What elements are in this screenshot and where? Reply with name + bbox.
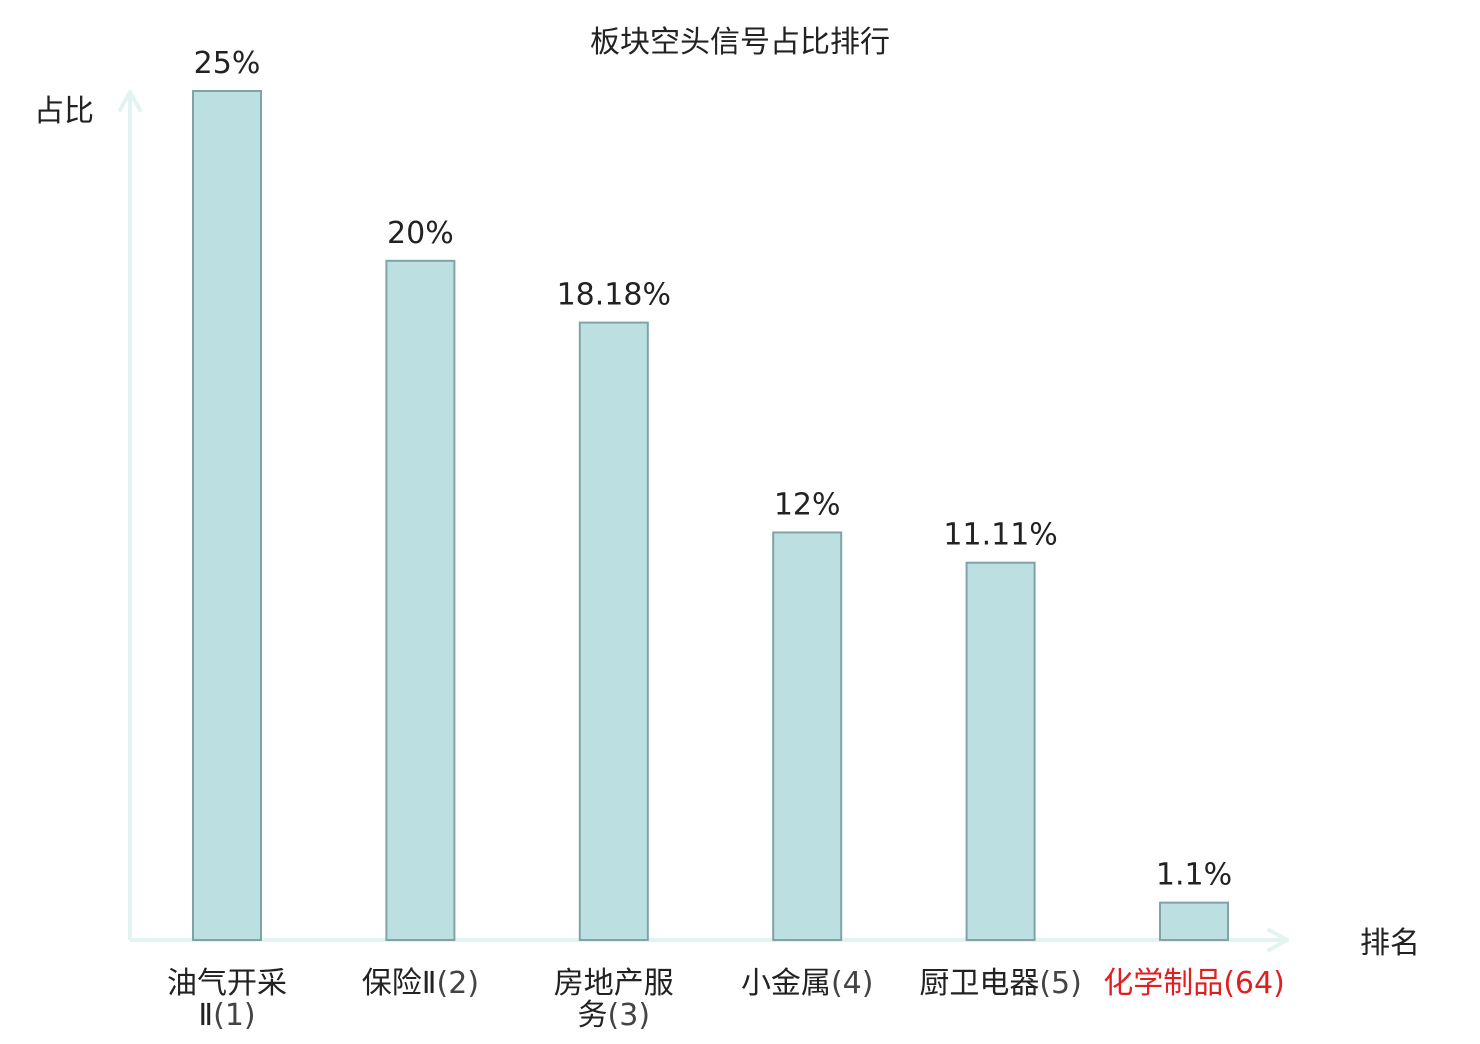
bar-6: [1159, 901, 1229, 941]
category-label-5: 厨卫电器(5): [919, 966, 1082, 1001]
y-axis-arrow: [118, 90, 142, 112]
category-label-4: 小金属(4): [741, 966, 874, 1001]
value-label-4: 12%: [774, 487, 841, 522]
category-labels-group: 油气开采 Ⅱ(1) 保险Ⅱ(2) 房地产服务(3) 小金属(4) 厨卫电器(5) 化学制品(…: [167, 966, 1285, 1033]
bar-2: [385, 259, 456, 941]
value-label-2: 20%: [387, 216, 454, 251]
x-axis-arrow: [1267, 928, 1289, 952]
value-label-1: 25%: [194, 46, 261, 81]
value-label-5: 11.11%: [943, 518, 1057, 553]
category-label-6: 化学制品(64): [1103, 966, 1285, 1001]
value-labels-group: 25% 20% 18.18% 12% 11.11% 1.1%: [194, 46, 1232, 893]
bar-4: [772, 531, 843, 941]
value-label-3: 18.18%: [557, 278, 671, 313]
axes: [118, 90, 1289, 952]
value-label-6: 1.1%: [1156, 858, 1232, 893]
category-label-2: 保险Ⅱ(2): [362, 966, 479, 1001]
category-label-1: 油气开采 Ⅱ(1): [167, 966, 287, 1033]
bar-5: [965, 561, 1036, 941]
chart-title: 板块空头信号占比排行: [590, 25, 890, 60]
x-axis-label: 排名: [1360, 926, 1420, 961]
bars-group: [192, 90, 1229, 942]
y-axis-label: 占比: [34, 94, 94, 129]
category-label-3: 房地产服务(3): [554, 966, 674, 1033]
bar-3: [578, 321, 649, 942]
bar-1: [192, 90, 262, 941]
